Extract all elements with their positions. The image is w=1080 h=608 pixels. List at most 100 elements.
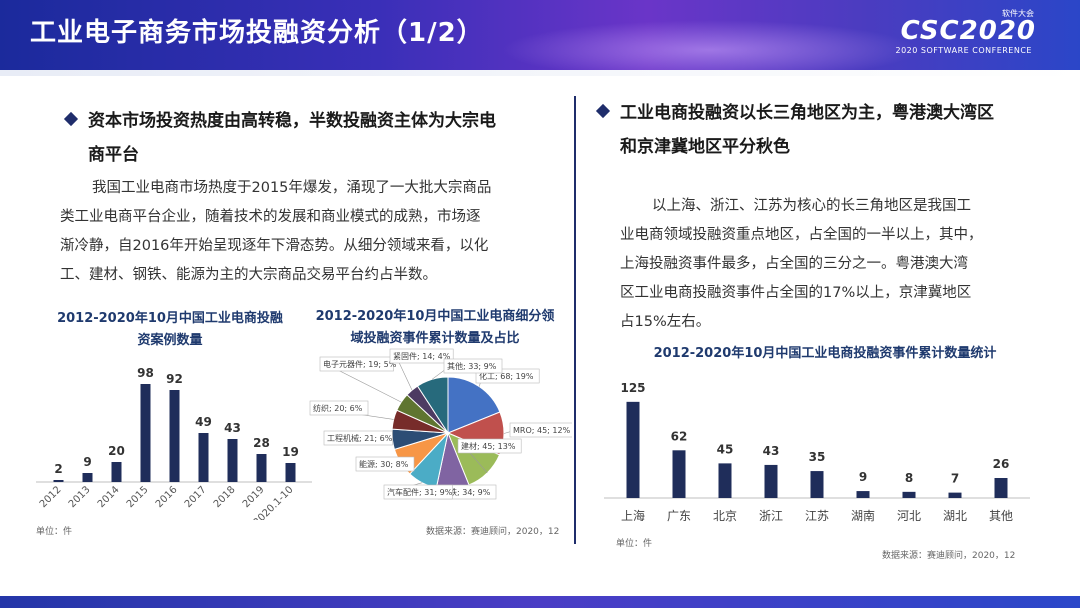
chart1-value-label: 19: [282, 445, 299, 459]
chart3-source-note: 数据来源：赛迪顾问，2020，12: [882, 551, 1016, 561]
chart3-category-label: 河北: [897, 509, 921, 523]
chart3-category-label: 北京: [713, 509, 737, 523]
chart1-value-label: 20: [108, 444, 125, 458]
chart3-title: 2012-2020年10月中国工业电商投融资事件累计数量统计: [653, 346, 997, 361]
chart1-bar: [198, 433, 209, 482]
chart3-bar: [626, 401, 640, 498]
chart2-slice-label: 紧固件; 14; 4%: [393, 351, 451, 361]
left-para-line: 渐冷静，自2016年开始呈现逐年下滑态势。从细分领域来看，以化: [60, 238, 489, 254]
chart2-pie-slice: [416, 376, 449, 435]
conference-logo: 软件大会 CSC2020 2020 SOFTWARE CONFERENCE: [895, 8, 1058, 58]
chart1-bar: [285, 463, 296, 482]
chart2-label-box: [383, 484, 453, 500]
chart2-slice-label: 钢铁; 34; 9%: [441, 487, 491, 497]
chart1-value-label: 98: [137, 366, 154, 380]
chart2-pie-chart: 化工; 68; 19% MRO; 45; 12% 建材; 45; 13% 钢铁; 34…: [309, 348, 572, 500]
chart1-bar: [140, 384, 151, 482]
chart2-title-line2: 域投融资事件累计数量及占比: [350, 331, 520, 346]
diamond-bullet-icon: [63, 111, 79, 127]
chart1-title: 2012-2020年10月中国工业电商投融 资案例数量: [40, 308, 300, 352]
chart3-value-label: 9: [859, 470, 867, 484]
chart1-bar: [111, 462, 122, 482]
chart1-value-label: 92: [166, 372, 183, 386]
right-para-line: 上海投融资事件最多，占全国的三分之一。粤港澳大湾: [620, 256, 968, 272]
chart2-pie-slice: [447, 376, 501, 434]
chart1-category-label: 2017: [183, 484, 209, 510]
right-para-line: 占15%左右。: [620, 314, 711, 330]
chart1-category-label: 2016: [154, 484, 180, 510]
chart1-bar: [169, 390, 180, 482]
chart2-slice-label: 纺织; 20; 6%: [313, 403, 363, 413]
chart1-unit-note: 单位：件: [36, 527, 73, 537]
chart3-value-label: 62: [671, 429, 688, 443]
chart3-category-label: 湖北: [943, 508, 967, 523]
chart1-bar: [256, 454, 267, 482]
chart2-label-box: [319, 356, 394, 372]
chart1-category-label: 2012: [38, 484, 64, 510]
right-para-line: 业电商领域投融资重点地区，占全国的一半以上，其中，: [620, 227, 983, 243]
diamond-bullet-icon: [595, 103, 611, 119]
chart2-slice-label: 其他; 33; 9%: [447, 361, 497, 371]
right-paragraph: 以上海、浙江、江苏为核心的长三角地区是我国工 业电商领域投融资重点地区，占全国的…: [620, 192, 1060, 337]
chart2-title-line1: 2012-2020年10月中国工业电商细分领: [315, 309, 555, 324]
left-paragraph: 我国工业电商市场热度于2015年爆发，涌现了一大批大宗商品 类工业电商平台企业，…: [60, 174, 560, 290]
chart3-value-label: 43: [763, 444, 780, 458]
column-divider: [574, 96, 576, 544]
left-bullet-line1: 资本市场投资热度由高转稳，半数投融资主体为大宗电: [88, 111, 496, 131]
chart3-bar: [994, 478, 1008, 498]
footer-bar: [0, 596, 1080, 608]
chart2-slice-label: 电子元器件; 19; 5%: [323, 359, 397, 369]
chart2-slice-label: 能源; 30; 8%: [359, 459, 409, 469]
logo-small-text: 软件大会: [1002, 9, 1034, 18]
chart1-bar: [53, 480, 64, 482]
chart1-bar-chart: 2 2012 9 2013 20 2014 98 2015 92 2016 49 2017 43 2018…: [36, 366, 312, 520]
chart3-bar: [718, 463, 732, 498]
chart2-label-box: [323, 430, 393, 446]
chart2-source-note: 数据来源：赛迪顾问，2020，12: [426, 527, 560, 537]
chart1-value-label: 43: [224, 421, 241, 435]
chart1-category-label: 2018: [212, 484, 238, 510]
chart3-bar: [902, 491, 916, 498]
chart2-label-box: [443, 358, 503, 374]
right-para-line: 区工业电商投融资事件占全国的17%以上，京津冀地区: [620, 285, 972, 301]
chart3-bar: [672, 450, 686, 498]
chart2-label-box: [355, 456, 415, 472]
chart1-category-label: 2014: [96, 484, 122, 510]
chart1-value-label: 2: [54, 462, 62, 476]
chart3-bar: [948, 492, 962, 498]
chart3-category-label: 广东: [667, 509, 691, 523]
chart3-value-label: 7: [951, 472, 959, 486]
page-title: 工业电子商务市场投融资分析（1/2）: [30, 18, 484, 48]
chart2-slice-label: 化工; 68; 19%: [479, 371, 534, 381]
chart3-category-label: 其他: [989, 509, 1013, 523]
chart3-category-label: 上海: [621, 508, 645, 523]
chart3-value-label: 26: [993, 457, 1010, 471]
chart1-bar: [82, 473, 93, 482]
chart3-category-label: 浙江: [759, 509, 783, 523]
chart2-title: 2012-2020年10月中国工业电商细分领 域投融资事件累计数量及占比: [300, 306, 570, 350]
chart1-value-label: 9: [83, 455, 91, 469]
chart1-category-label: 2013: [67, 484, 93, 510]
left-para-line: 工、建材、钢铁、能源为主的大宗商品交易平台约占半数。: [60, 267, 437, 283]
left-bullet-line2: 商平台: [88, 145, 139, 165]
chart3-unit-note: 单位：件: [616, 539, 653, 549]
chart2-label-box: [509, 422, 572, 438]
chart2-label-box: [389, 348, 454, 364]
left-para-line: 类工业电商平台企业，随着技术的发展和商业模式的成熟，市场逐: [60, 209, 481, 225]
chart3-value-label: 125: [620, 381, 645, 395]
chart3-bar: [810, 471, 824, 498]
logo-main-text: CSC2020: [900, 16, 1036, 46]
left-bullet-title: 资本市场投资热度由高转稳，半数投融资主体为大宗电 商平台: [63, 104, 546, 172]
right-bullet-title: 工业电商投融资以长三角地区为主，粤港澳大湾区 和京津冀地区平分秋色: [595, 96, 1068, 164]
chart1-title-line2: 资案例数量: [137, 333, 203, 348]
chart3-bar-chart: 125 上海 62 广东 45 北京 43 浙江 35 江苏 9 湖南 8 河北 7 湖北 26 其他: [604, 381, 1030, 523]
chart2-slice-label: 工程机械; 21; 6%: [327, 433, 393, 443]
chart3-value-label: 8: [905, 471, 913, 485]
chart3-category-label: 江苏: [805, 509, 829, 523]
left-para-line: 我国工业电商市场热度于2015年爆发，涌现了一大批大宗商品: [92, 180, 492, 196]
right-bullet-line1: 工业电商投融资以长三角地区为主，粤港澳大湾区: [620, 103, 994, 123]
header-underline: [0, 70, 1080, 76]
logo-sub-text: 2020 SOFTWARE CONFERENCE: [895, 46, 1032, 55]
chart1-category-label: 2015: [125, 484, 151, 510]
header-banner: 工业电子商务市场投融资分析（1/2） 软件大会 CSC2020 2020 SOF…: [0, 0, 1080, 70]
